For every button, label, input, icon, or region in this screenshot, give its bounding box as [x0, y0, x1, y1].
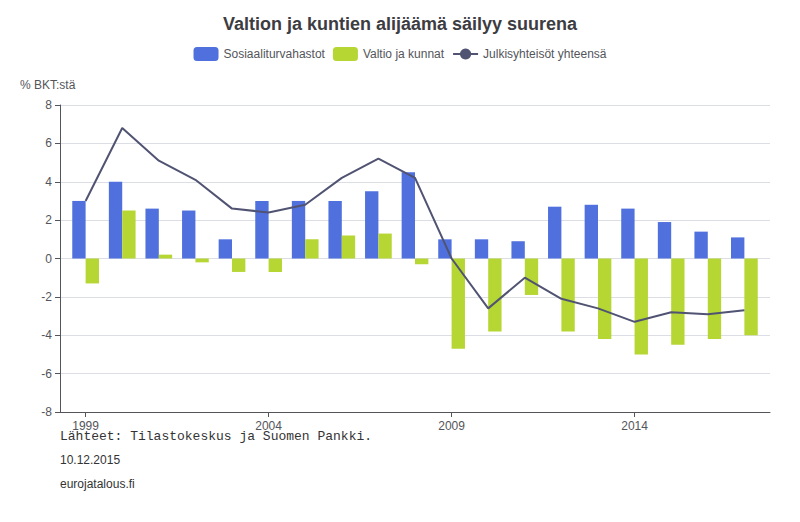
svg-text:2014: 2014 [621, 419, 648, 433]
svg-text:2009: 2009 [438, 419, 465, 433]
svg-text:Julkisyhteisöt yhteensä: Julkisyhteisöt yhteensä [483, 47, 607, 61]
svg-text:-4: -4 [41, 328, 52, 342]
svg-text:10.12.2015: 10.12.2015 [60, 453, 120, 467]
svg-text:1999: 1999 [72, 419, 99, 433]
svg-text:4: 4 [45, 175, 52, 189]
svg-text:-6: -6 [41, 367, 52, 381]
svg-text:8: 8 [45, 98, 52, 112]
svg-text:eurojatalous.fi: eurojatalous.fi [60, 477, 135, 491]
svg-text:6: 6 [45, 136, 52, 150]
svg-text:0: 0 [45, 252, 52, 266]
svg-text:% BKT:stä: % BKT:stä [20, 78, 76, 92]
svg-text:2: 2 [45, 213, 52, 227]
svg-text:Valtion ja kuntien alijäämä sä: Valtion ja kuntien alijäämä säilyy suure… [223, 14, 578, 34]
svg-text:-8: -8 [41, 405, 52, 419]
svg-text:Lähteet: Tilastokeskus ja Suom: Lähteet: Tilastokeskus ja Suomen Pankki. [60, 429, 372, 444]
svg-text:Valtio ja kunnat: Valtio ja kunnat [363, 47, 445, 61]
svg-text:2004: 2004 [255, 419, 282, 433]
svg-text:-2: -2 [41, 290, 52, 304]
svg-text:Sosiaaliturvahastot: Sosiaaliturvahastot [224, 47, 326, 61]
